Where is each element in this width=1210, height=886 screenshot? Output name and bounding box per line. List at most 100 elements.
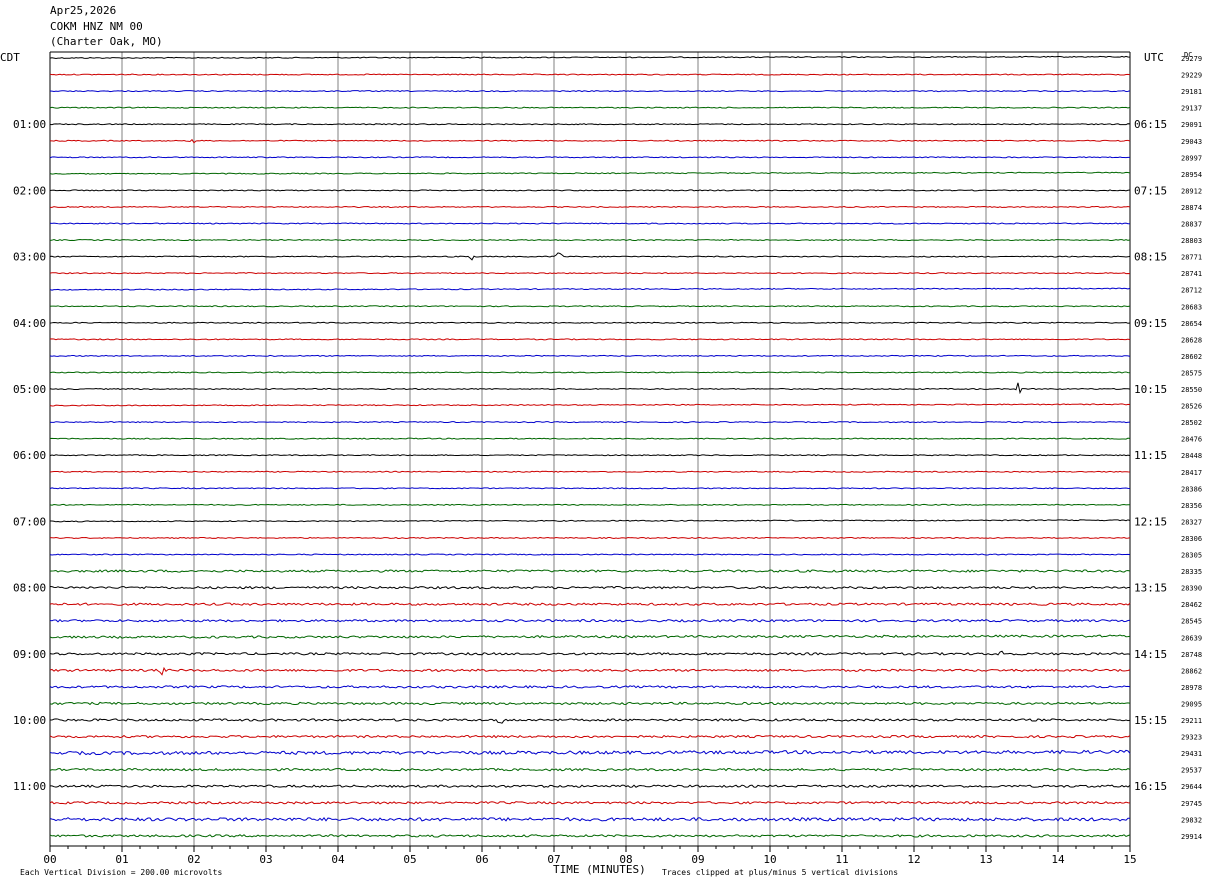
dc-offset-40: 29211 (1181, 717, 1202, 725)
dc-offset-41: 29323 (1181, 734, 1202, 742)
dc-offset-34: 28545 (1181, 618, 1202, 626)
trace-4 (49, 123, 1131, 126)
trace-5 (49, 138, 1131, 144)
dc-offset-46: 29832 (1181, 816, 1202, 824)
x-tick-label: 05 (403, 853, 416, 866)
dc-offset-37: 28862 (1181, 667, 1202, 675)
trace-17 (49, 338, 1131, 341)
trace-25 (49, 470, 1131, 473)
dc-offset-47: 29914 (1181, 833, 1202, 841)
dc-offset-19: 28575 (1181, 369, 1202, 377)
x-tick-label: 07 (547, 853, 560, 866)
dc-label: DC (1184, 51, 1192, 59)
dc-offset-16: 28654 (1181, 320, 1202, 328)
x-axis: 00 01 02 03 04 05 06 07 08 09 10 11 12 13 14 15 (43, 845, 1137, 866)
trace-38 (49, 685, 1131, 689)
dc-offset-11: 28803 (1181, 237, 1202, 245)
trace-3 (49, 106, 1131, 109)
dc-offset-0: 29279 (1181, 55, 1202, 63)
dc-offset-36: 28748 (1181, 651, 1202, 659)
x-axis-label: TIME (MINUTES) (553, 863, 646, 876)
dc-offset-1: 29229 (1181, 72, 1202, 80)
trace-16 (49, 321, 1131, 324)
left-hour-label: 11:00 (13, 780, 46, 793)
dc-offset-8: 28912 (1181, 187, 1202, 195)
trace-13 (49, 272, 1131, 275)
scale-note: Each Vertical Division = 200.00 microvol… (20, 868, 222, 877)
left-hour-label: 04:00 (13, 317, 46, 330)
trace-0 (49, 55, 1131, 59)
dc-offset-24: 28448 (1181, 452, 1202, 460)
left-hour-label: 09:00 (13, 648, 46, 661)
dc-offset-43: 29537 (1181, 767, 1202, 775)
x-tick-label: 15 (1123, 853, 1136, 866)
trace-42 (49, 749, 1131, 756)
left-hour-label: 02:00 (13, 184, 46, 197)
trace-32 (49, 585, 1131, 590)
left-timezone-label: CDT (0, 51, 20, 64)
dc-offset-39: 29095 (1181, 701, 1202, 709)
dc-offset-7: 28954 (1181, 171, 1202, 179)
trace-45 (49, 801, 1131, 805)
dc-offset-4: 29091 (1181, 121, 1202, 129)
dc-offset-45: 29745 (1181, 800, 1202, 808)
dc-offset-28: 28327 (1181, 518, 1202, 526)
trace-46 (49, 816, 1131, 822)
header-location: (Charter Oak, MO) (50, 35, 163, 48)
dc-offset-32: 28390 (1181, 585, 1202, 593)
x-tick-label: 12 (907, 853, 920, 866)
right-hour-label: 16:15 (1134, 780, 1167, 793)
trace-43 (49, 767, 1131, 772)
dc-offset-17: 28628 (1181, 336, 1202, 344)
trace-35 (49, 634, 1131, 639)
dc-offset-18: 28602 (1181, 353, 1202, 361)
dc-offset-21: 28526 (1181, 403, 1202, 411)
x-tick-label: 14 (1051, 853, 1065, 866)
right-hour-label: 09:15 (1134, 317, 1167, 330)
right-hour-label: 15:15 (1134, 714, 1167, 727)
x-tick-label: 10 (763, 853, 776, 866)
right-hour-label: 10:15 (1134, 383, 1167, 396)
right-hour-label: 08:15 (1134, 251, 1167, 264)
trace-11 (49, 239, 1131, 242)
right-hour-label: 11:15 (1134, 449, 1167, 462)
trace-34 (49, 618, 1131, 623)
trace-6 (49, 156, 1131, 159)
x-tick-label: 09 (691, 853, 704, 866)
trace-39 (49, 701, 1131, 706)
dc-offset-44: 29644 (1181, 783, 1202, 791)
trace-26 (49, 487, 1131, 490)
trace-44 (49, 784, 1131, 789)
trace-14 (49, 287, 1131, 291)
dc-offset-29: 28306 (1181, 535, 1202, 543)
dc-offset-23: 28476 (1181, 436, 1202, 444)
left-hour-label: 03:00 (13, 251, 46, 264)
dc-offset-31: 28335 (1181, 568, 1202, 576)
trace-2 (49, 90, 1131, 93)
right-timezone-label: UTC (1144, 51, 1164, 64)
dc-offset-20: 28550 (1181, 386, 1202, 394)
trace-12 (49, 252, 1131, 261)
trace-10 (49, 222, 1131, 225)
x-tick-label: 04 (331, 853, 345, 866)
dc-offset-22: 28502 (1181, 419, 1202, 427)
left-hour-label: 01:00 (13, 118, 46, 131)
x-tick-label: 01 (115, 853, 128, 866)
trace-30 (49, 553, 1131, 556)
trace-18 (49, 354, 1131, 357)
clip-note: Traces clipped at plus/minus 5 vertical … (662, 868, 898, 877)
right-hour-label: 12:15 (1134, 515, 1167, 528)
dc-offset-2: 29181 (1181, 88, 1202, 96)
trace-9 (49, 205, 1131, 208)
dc-offset-26: 28386 (1181, 485, 1202, 493)
dc-offset-13: 28741 (1181, 270, 1202, 278)
header-date: Apr25,2026 (50, 4, 117, 17)
x-tick-label: 08 (619, 853, 632, 866)
dc-offset-14: 28712 (1181, 287, 1202, 295)
dc-offset-15: 28683 (1181, 303, 1202, 311)
trace-8 (49, 189, 1131, 192)
header-station: COKM HNZ NM 00 (50, 20, 143, 33)
dc-offset-25: 28417 (1181, 469, 1202, 477)
right-hour-label: 07:15 (1134, 184, 1167, 197)
